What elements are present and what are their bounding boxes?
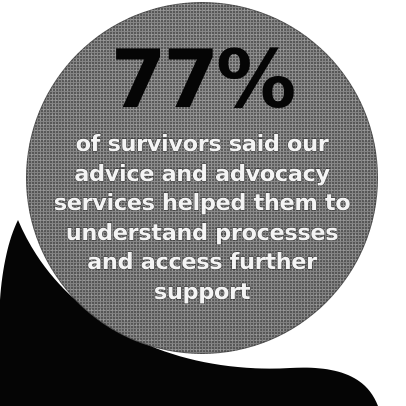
caption-line: and access further xyxy=(87,249,318,276)
caption-line: of survivors said our xyxy=(75,131,329,158)
caption-line: support xyxy=(153,278,251,305)
stat-circle: 77% of survivors said our advice and adv… xyxy=(26,2,378,354)
stat-percentage: 77% xyxy=(110,33,296,126)
caption-line: services helped them to xyxy=(53,190,351,217)
caption-line: advice and advocacy xyxy=(74,160,331,187)
stat-caption: of survivors said our advice and advocac… xyxy=(44,130,360,307)
caption-line: understand processes xyxy=(65,219,339,246)
